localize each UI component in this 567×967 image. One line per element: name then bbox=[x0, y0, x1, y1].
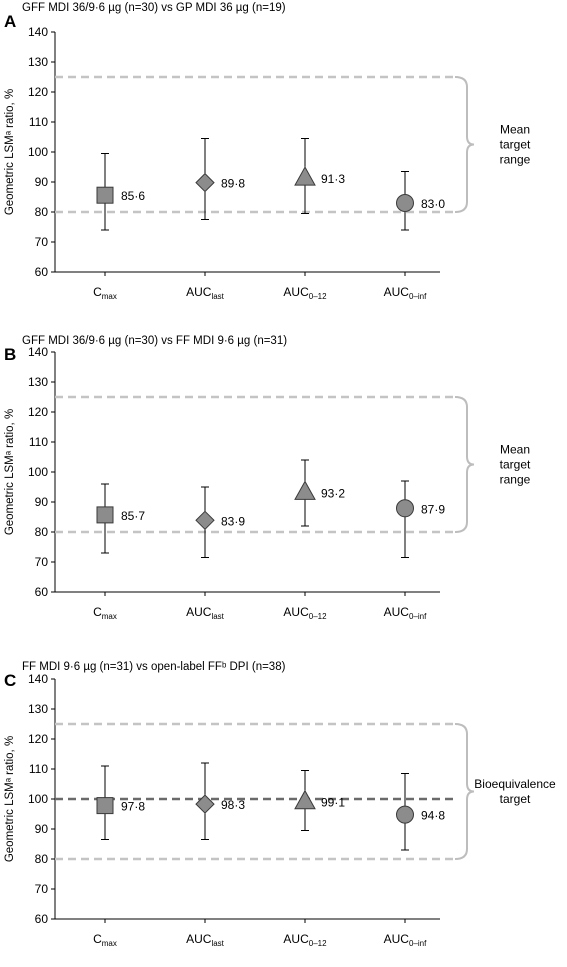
range-label: Mean bbox=[500, 123, 530, 137]
data-point-square bbox=[96, 797, 114, 815]
y-tick-label: 60 bbox=[35, 912, 49, 926]
data-label: 85·6 bbox=[121, 189, 145, 203]
range-label: Mean bbox=[500, 443, 530, 457]
y-tick-label: 120 bbox=[28, 85, 48, 99]
x-tick-label: Cmax bbox=[93, 605, 117, 621]
data-point-circle bbox=[396, 805, 414, 824]
data-point-triangle bbox=[294, 480, 316, 500]
chart-c: 60 70 80 90 100 110 120 130 140 Geometric LSMᵃ ra… bbox=[4, 672, 556, 948]
range-bracket bbox=[454, 76, 475, 213]
x-tick-label: AUClast bbox=[186, 285, 225, 301]
x-tick-label: AUClast bbox=[186, 605, 225, 621]
range-label: target bbox=[500, 138, 531, 152]
data-label: 91·3 bbox=[321, 172, 345, 186]
x-tick-label: Cmax bbox=[93, 285, 117, 301]
y-tick-label: 80 bbox=[35, 525, 49, 539]
y-tick-label: 80 bbox=[35, 852, 49, 866]
range-label: target bbox=[500, 458, 531, 472]
y-tick-label: 130 bbox=[28, 55, 48, 69]
panel-letter: C bbox=[4, 671, 17, 690]
panel-title: GFF MDI 36/9·6 µg (n=30) vs FF MDI 9·6 µ… bbox=[22, 335, 288, 347]
panel-letter: A bbox=[4, 12, 17, 31]
y-tick-label: 140 bbox=[28, 672, 48, 686]
data-point-square bbox=[96, 506, 114, 524]
y-tick-label: 130 bbox=[28, 702, 48, 716]
x-tick-label: AUClast bbox=[186, 932, 225, 948]
x-tick-label: AUC0–12 bbox=[283, 932, 327, 948]
data-point-diamond bbox=[195, 510, 215, 531]
range-bracket bbox=[454, 396, 475, 533]
data-point-triangle bbox=[294, 166, 316, 186]
data-label: 83·9 bbox=[221, 514, 245, 528]
data-label: 97·8 bbox=[121, 800, 145, 814]
data-point-diamond bbox=[195, 794, 215, 814]
range-label: target bbox=[500, 792, 531, 806]
y-tick-label: 120 bbox=[28, 732, 48, 746]
y-tick-label: 70 bbox=[35, 235, 49, 249]
y-tick-label: 60 bbox=[35, 265, 49, 279]
y-tick-label: 140 bbox=[28, 345, 48, 359]
data-label: 98·3 bbox=[221, 798, 245, 812]
chart-a: 60 70 80 90 100 110 120 130 140 Geometric LSMᵃ ra… bbox=[4, 25, 531, 301]
y-tick-label: 110 bbox=[29, 762, 48, 776]
y-tick-label: 110 bbox=[29, 115, 48, 129]
y-tick-label: 120 bbox=[28, 405, 48, 419]
panel-letter: B bbox=[4, 345, 17, 364]
data-label: 89·8 bbox=[221, 177, 245, 191]
y-tick-label: 100 bbox=[28, 145, 48, 159]
y-tick-label: 100 bbox=[28, 465, 48, 479]
y-tick-label: 90 bbox=[35, 495, 49, 509]
y-axis-title: Geometric LSMᵃ ratio, % bbox=[4, 89, 16, 215]
panel-title: FF MDI 9·6 µg (n=31) vs open-label FFᵇ D… bbox=[22, 661, 286, 673]
y-tick-label: 100 bbox=[28, 792, 48, 806]
data-label: 83·0 bbox=[421, 197, 445, 211]
y-tick-label: 130 bbox=[28, 375, 48, 389]
data-label: 99·1 bbox=[321, 796, 345, 810]
y-tick-label: 70 bbox=[35, 882, 49, 896]
range-bracket bbox=[454, 723, 475, 860]
chart-b: 60 70 80 90 100 110 120 130 140 Geometric LSMᵃ ra… bbox=[4, 345, 531, 621]
data-label: 87·9 bbox=[421, 502, 445, 516]
panel-title: GFF MDI 36/9·6 µg (n=30) vs GP MDI 36 µg… bbox=[22, 2, 286, 14]
data-point-circle bbox=[396, 194, 414, 212]
data-point-square bbox=[96, 186, 114, 204]
data-point-triangle bbox=[294, 789, 316, 810]
y-tick-label: 140 bbox=[28, 25, 48, 39]
y-tick-label: 90 bbox=[35, 822, 49, 836]
range-label: range bbox=[500, 153, 531, 167]
data-point-circle bbox=[396, 499, 414, 518]
x-tick-label: Cmax bbox=[93, 932, 117, 948]
x-tick-label: AUC0–inf bbox=[384, 605, 427, 621]
y-tick-label: 70 bbox=[35, 555, 49, 569]
panel-c: C FF MDI 9·6 µg (n=31) vs open-label FFᵇ… bbox=[0, 647, 567, 967]
y-tick-label: 80 bbox=[35, 205, 49, 219]
y-axis-title: Geometric LSMᵃ ratio, % bbox=[4, 409, 16, 535]
x-tick-label: AUC0–12 bbox=[283, 285, 327, 301]
y-axis-title: Geometric LSMᵃ ratio, % bbox=[4, 736, 16, 862]
y-tick-label: 60 bbox=[35, 585, 49, 599]
data-label: 85·7 bbox=[121, 509, 145, 523]
data-label: 94·8 bbox=[421, 809, 445, 823]
data-label: 93·2 bbox=[321, 486, 345, 500]
x-tick-label: AUC0–inf bbox=[384, 932, 427, 948]
range-label: Bioequivalence bbox=[474, 777, 556, 791]
range-label: range bbox=[500, 473, 531, 487]
data-point-diamond bbox=[195, 172, 215, 193]
y-tick-label: 90 bbox=[35, 175, 49, 189]
x-tick-label: AUC0–12 bbox=[283, 605, 327, 621]
x-tick-label: AUC0–inf bbox=[384, 285, 427, 301]
y-tick-label: 110 bbox=[29, 435, 48, 449]
panel-b: B GFF MDI 36/9·6 µg (n=30) vs FF MDI 9·6… bbox=[0, 320, 567, 640]
panel-a: A GFF MDI 36/9·6 µg (n=30) vs GP MDI 36 … bbox=[0, 0, 567, 320]
